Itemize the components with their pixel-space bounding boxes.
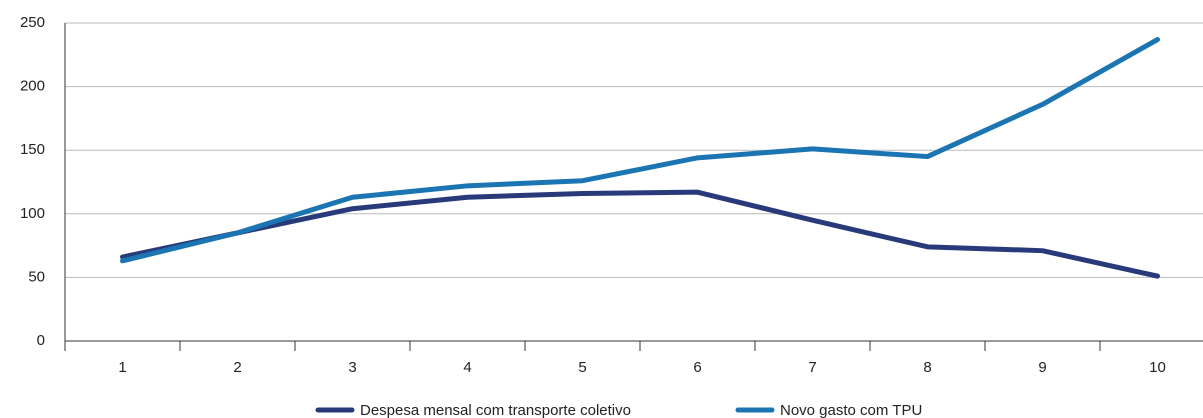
- x-tick-label: 4: [463, 359, 471, 376]
- series-line: [120, 37, 1160, 264]
- y-tick-label: 0: [37, 332, 45, 349]
- x-tick-label: 9: [1038, 359, 1046, 376]
- series-line: [120, 189, 1160, 279]
- y-tick-label: 200: [20, 78, 45, 95]
- x-tick-label: 2: [233, 359, 241, 376]
- x-tick-label: 8: [923, 359, 931, 376]
- x-tick-label: 7: [808, 359, 816, 376]
- x-tick-label: 6: [693, 359, 701, 376]
- x-tick-label: 3: [348, 359, 356, 376]
- legend-label: Novo gasto com TPU: [780, 402, 922, 418]
- x-tick-label: 5: [578, 359, 586, 376]
- x-tick-label: 10: [1149, 359, 1166, 376]
- y-tick-label: 100: [20, 205, 45, 222]
- legend-label: Despesa mensal com transporte coletivo: [360, 402, 631, 418]
- y-tick-label: 250: [20, 14, 45, 31]
- y-tick-label: 150: [20, 141, 45, 158]
- y-tick-label: 50: [28, 268, 45, 285]
- x-tick-label: 1: [118, 359, 126, 376]
